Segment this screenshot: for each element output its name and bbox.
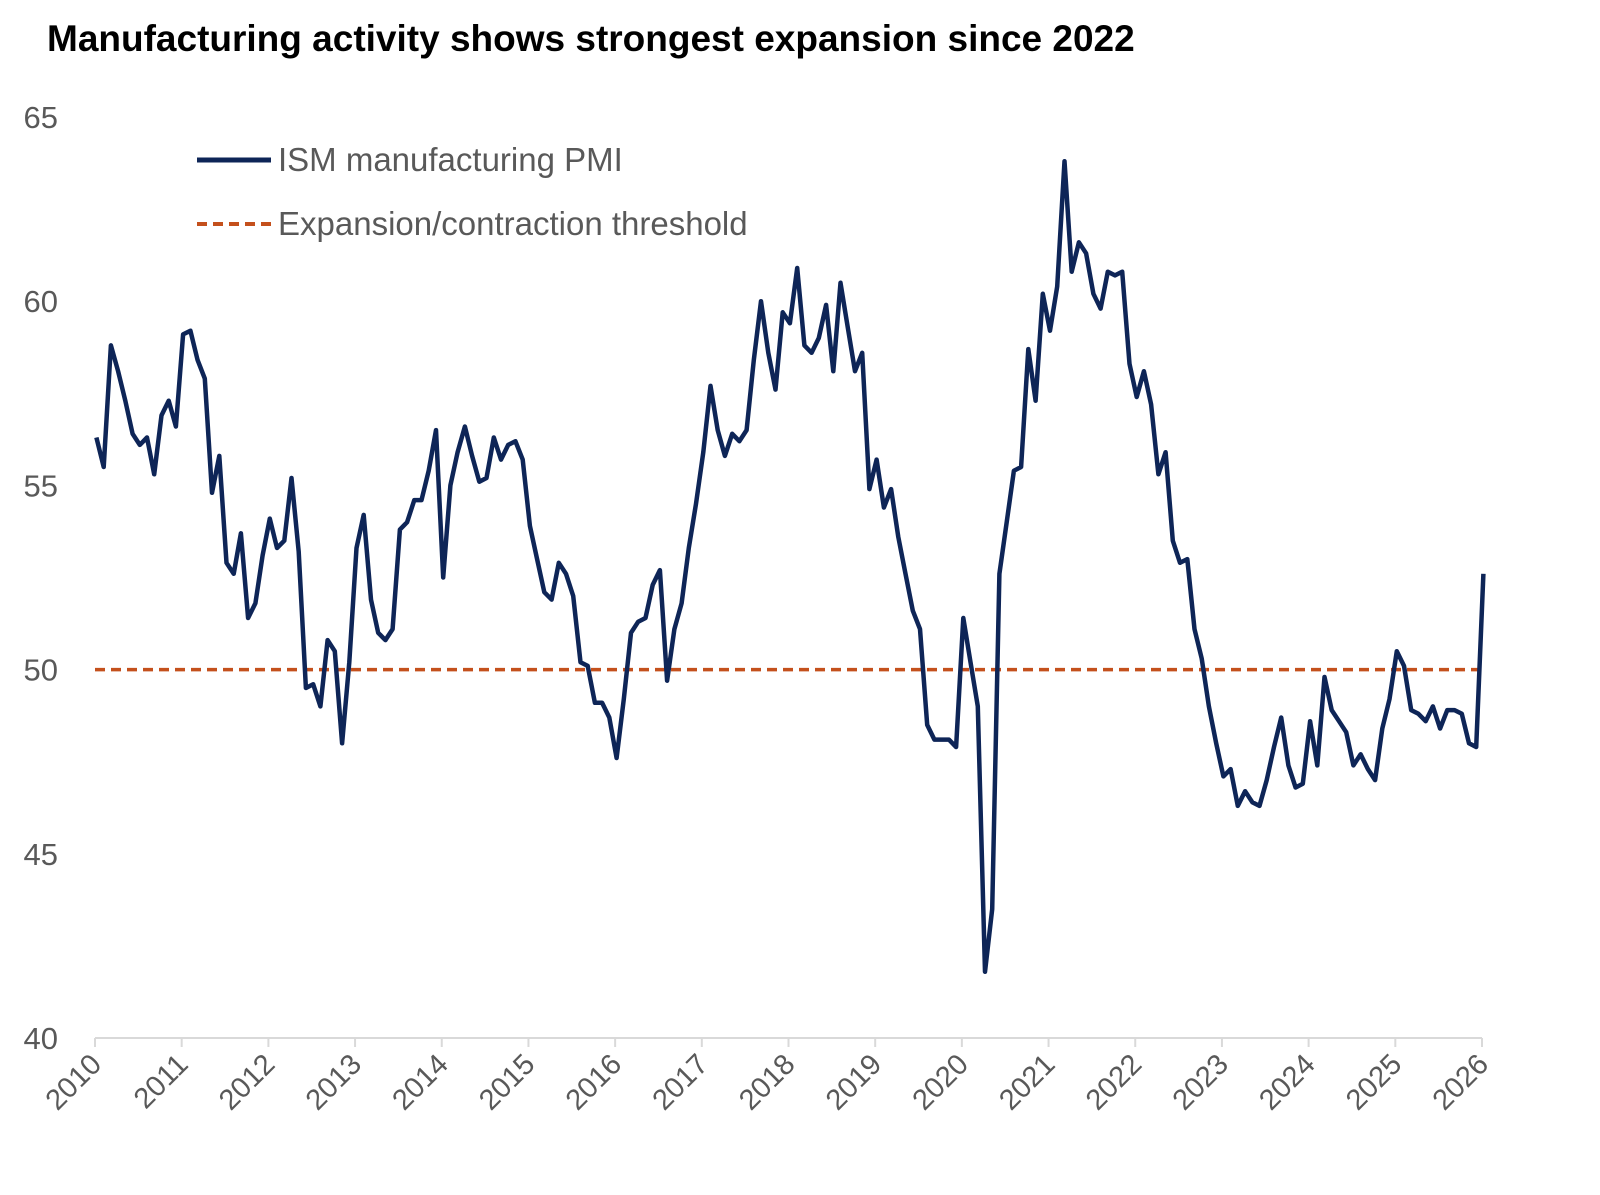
legend-label-pmi: ISM manufacturing PMI [278,141,623,178]
legend-label-threshold: Expansion/contraction threshold [278,205,748,242]
x-tick-label: 2018 [733,1048,801,1116]
x-tick-label: 2024 [1253,1048,1321,1116]
y-tick-label: 55 [24,468,58,503]
chart-title: Manufacturing activity shows strongest e… [47,18,1135,59]
x-tick-label: 2016 [560,1048,628,1116]
x-tick-label: 2026 [1427,1048,1495,1116]
x-tick-label: 2025 [1340,1048,1408,1116]
x-tick-label: 2021 [993,1048,1061,1116]
x-tick-label: 2012 [213,1048,281,1116]
x-tick-label: 2019 [820,1048,888,1116]
pmi-series-line [94,158,1486,974]
y-tick-label: 45 [24,837,58,872]
x-tick-label: 2017 [647,1048,715,1116]
x-tick-label: 2020 [907,1048,975,1116]
x-tick-label: 2015 [473,1048,541,1116]
x-tick-label: 2011 [128,1048,195,1115]
x-tick-label: 2010 [40,1048,108,1116]
x-tick-label: 2022 [1080,1048,1148,1116]
x-axis: 2010 2011 2012 2013 2014 2015 2016 2017 2018 2019… [40,1037,1495,1117]
plot-area [94,158,1486,974]
x-tick-label: 2023 [1167,1048,1235,1116]
y-tick-label: 60 [24,284,58,319]
x-tick-label: 2014 [386,1048,454,1116]
y-tick-label: 40 [24,1021,58,1056]
x-tick-label: 2013 [300,1048,368,1116]
y-axis: 40 45 50 55 60 65 [24,100,58,1056]
y-tick-label: 65 [24,100,58,135]
legend: ISM manufacturing PMI Expansion/contract… [197,141,748,242]
y-tick-label: 50 [24,653,58,688]
